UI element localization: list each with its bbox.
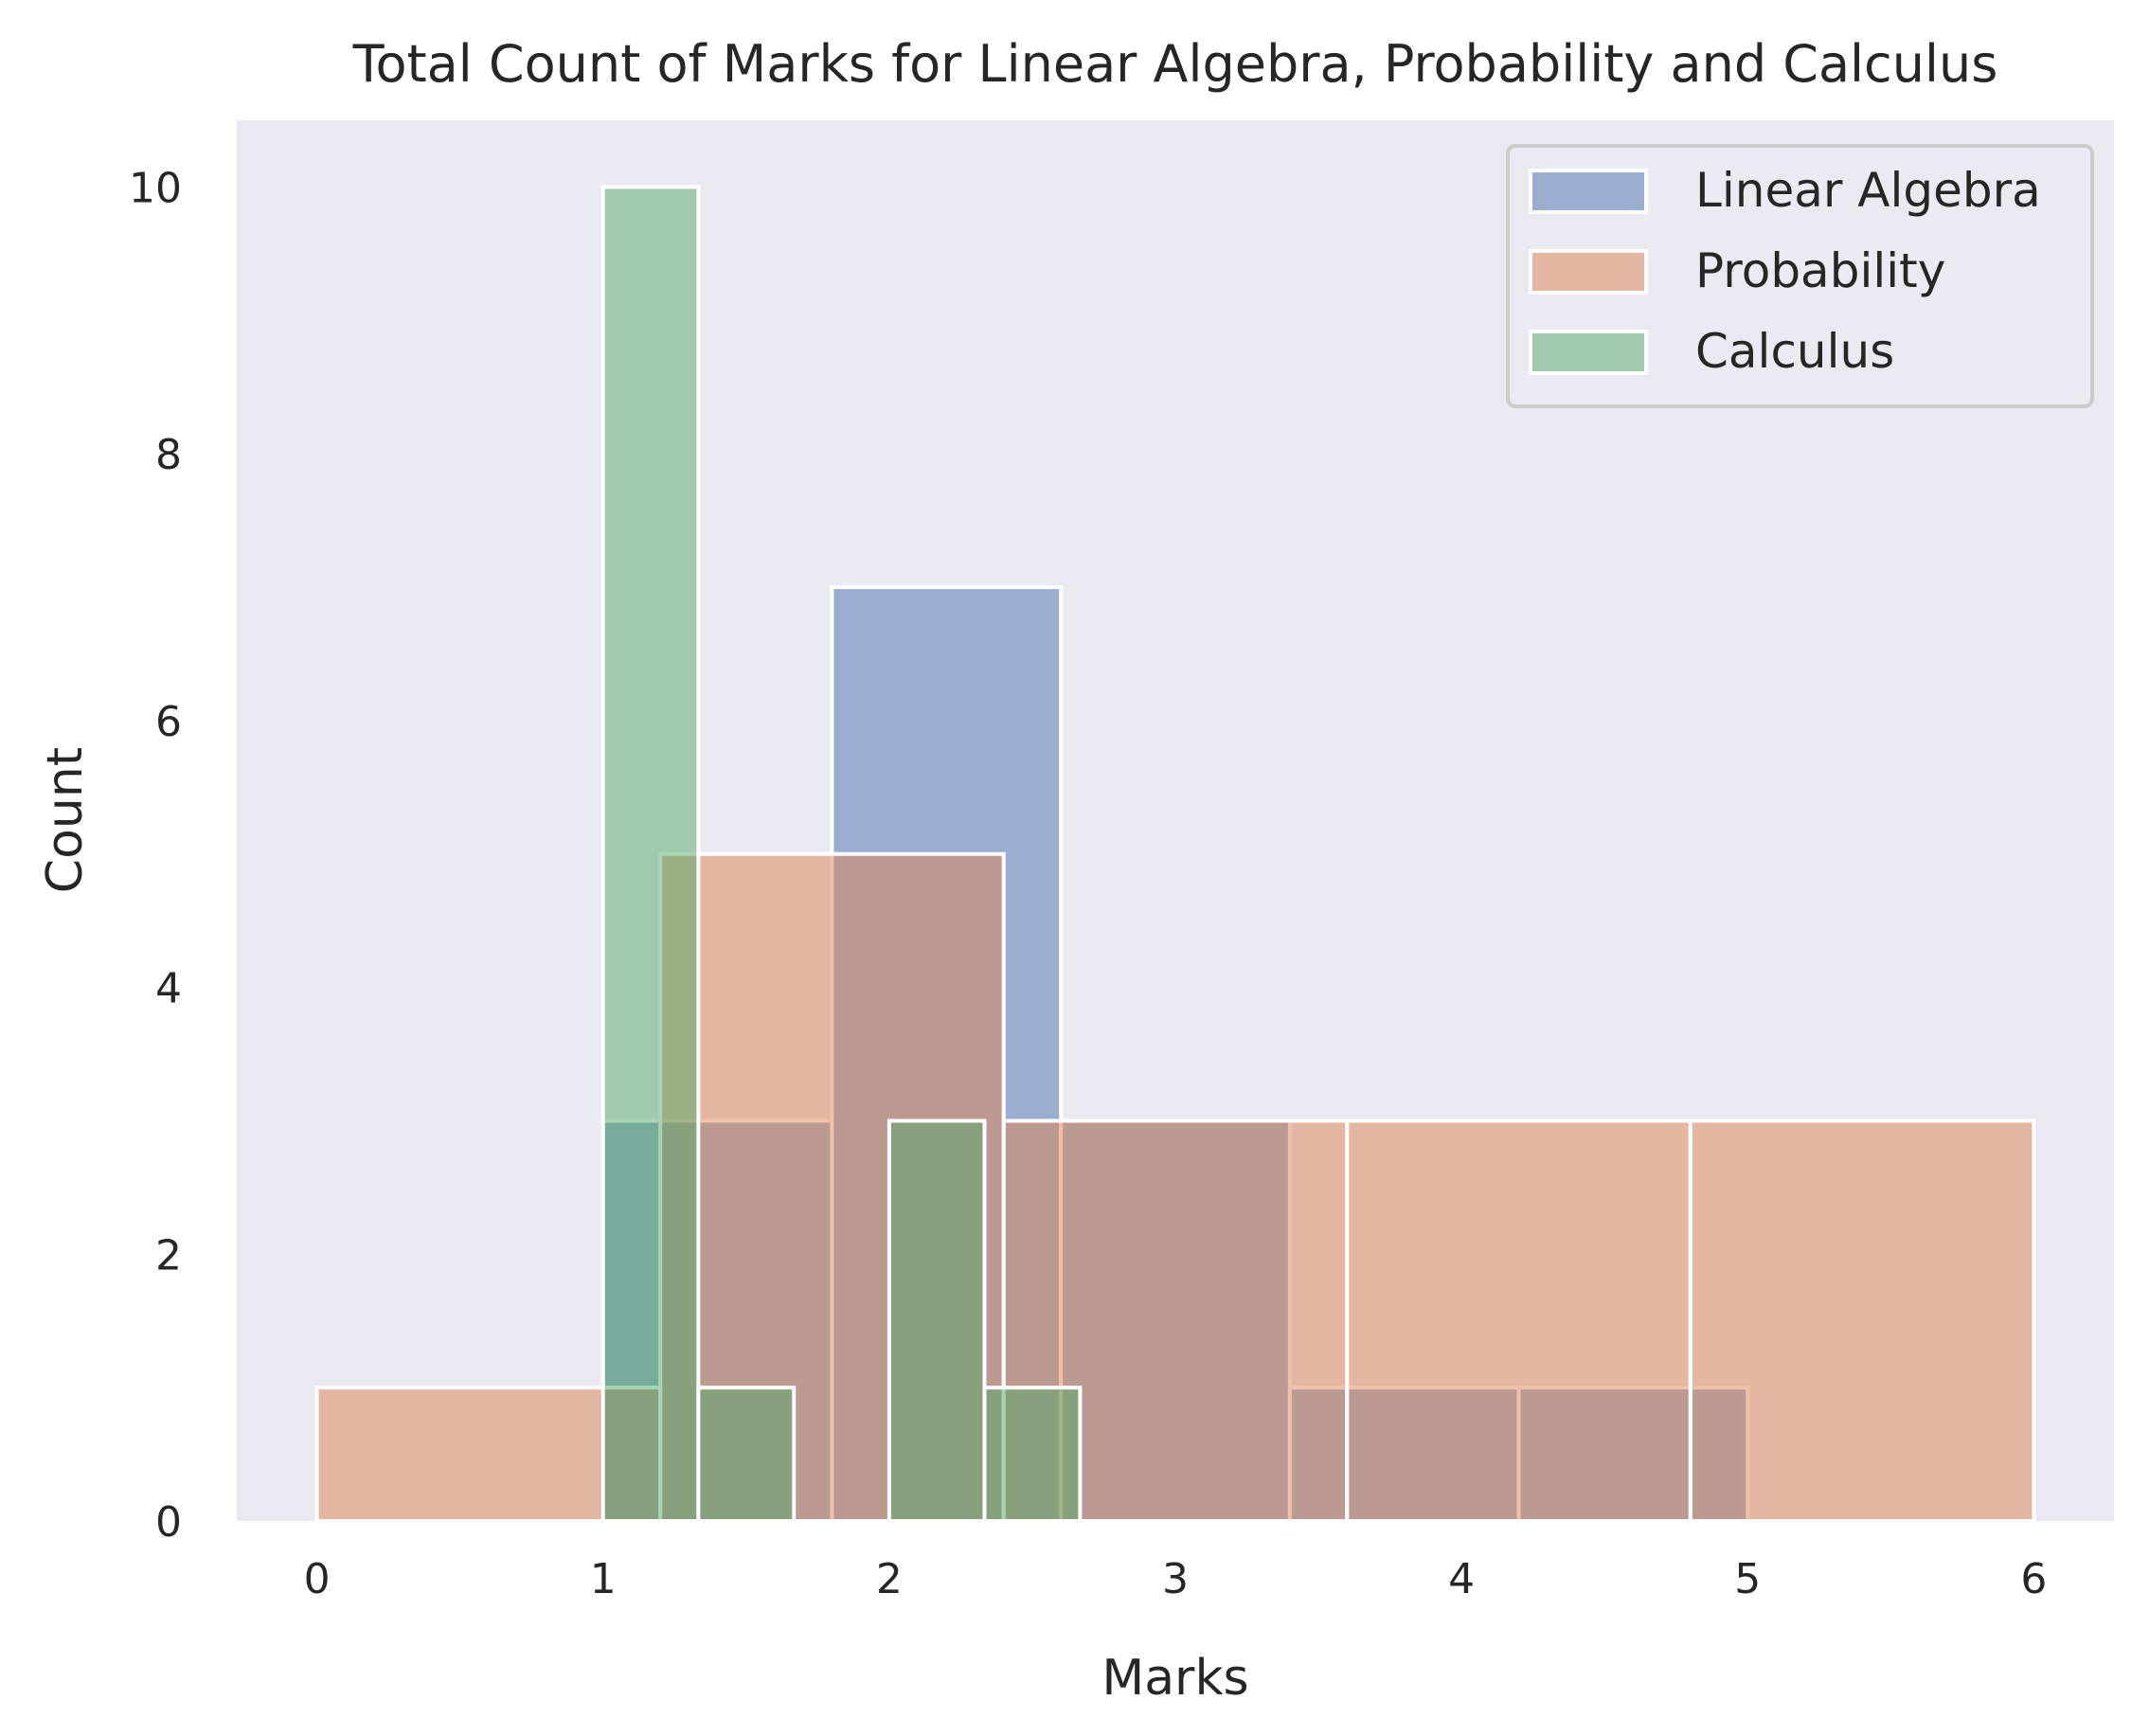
x-axis-ticks: 0 1 2 3 4 5 6 [304, 1555, 2048, 1603]
histogram-bar-calculus-4 [982, 1386, 1083, 1523]
histogram-bar-probability-2 [1001, 1119, 1350, 1524]
x-tick-label: 6 [2020, 1555, 2047, 1603]
y-tick-label: 0 [155, 1498, 182, 1547]
histogram-bar-calculus-3 [886, 1119, 987, 1524]
x-tick-label: 4 [1448, 1555, 1475, 1603]
y-tick-label: 8 [155, 431, 182, 479]
y-tick-label: 2 [155, 1231, 182, 1280]
histogram-bar-calculus-0 [600, 185, 701, 1523]
x-tick-label: 5 [1734, 1555, 1761, 1603]
histogram-bar-probability-4 [1688, 1119, 2036, 1524]
y-tick-label: 10 [129, 164, 182, 212]
x-tick-label: 1 [590, 1555, 617, 1603]
y-axis-ticks: 0 2 4 6 8 10 [129, 164, 182, 1547]
legend-swatch-calculus [1529, 330, 1648, 375]
histogram-bars [314, 185, 2036, 1524]
legend-swatch-probability [1529, 249, 1648, 295]
x-axis-label: Marks [1101, 1650, 1248, 1707]
legend-label-linear-algebra: Linear Algebra [1695, 163, 2041, 218]
legend-swatch-linear-algebra [1529, 169, 1648, 214]
y-axis-label: Count [37, 747, 94, 893]
legend-label-probability: Probability [1695, 243, 1945, 298]
y-tick-label: 6 [155, 698, 182, 746]
y-tick-label: 4 [155, 965, 182, 1013]
legend-label-calculus: Calculus [1695, 324, 1894, 379]
legend-frame [1506, 144, 2094, 408]
chart-title: Total Count of Marks for Linear Algebra,… [352, 34, 1998, 94]
histogram-bar-calculus-1 [696, 1386, 797, 1523]
legend: Linear Algebra Probability Calculus [1506, 144, 2094, 408]
x-tick-label: 2 [876, 1555, 903, 1603]
histogram-bar-probability-3 [1345, 1119, 1692, 1524]
x-tick-label: 0 [304, 1555, 331, 1603]
x-tick-label: 3 [1162, 1555, 1189, 1603]
